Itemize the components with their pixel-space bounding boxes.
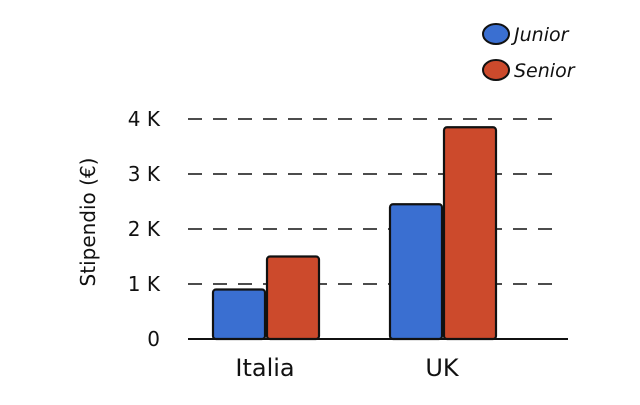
bar-junior-italia <box>211 288 267 341</box>
legend-swatch <box>482 23 510 45</box>
y-tick-label: 4 K <box>128 107 161 131</box>
x-category-labels: Italia UK <box>235 354 460 382</box>
legend: Junior Senior <box>482 23 576 82</box>
y-tick-label: 0 <box>147 327 160 351</box>
y-tick-label: 2 K <box>128 217 161 241</box>
legend-label: Senior <box>514 60 576 82</box>
x-category-label: Italia <box>235 354 294 382</box>
grid-layer <box>188 118 552 285</box>
legend-label: Junior <box>510 24 570 46</box>
legend-swatch <box>482 59 510 81</box>
bar-senior-italia <box>265 255 321 341</box>
y-tick-labels: 0 1 K 2 K 3 K 4 K <box>128 107 161 351</box>
bar-junior-uk <box>388 203 444 341</box>
y-tick-label: 1 K <box>128 272 161 296</box>
bar-senior-uk <box>442 126 498 341</box>
x-category-label: UK <box>425 354 460 382</box>
y-tick-label: 3 K <box>128 162 161 186</box>
bars-layer <box>211 126 498 341</box>
y-axis-label: Stipendio (€) <box>76 158 100 287</box>
